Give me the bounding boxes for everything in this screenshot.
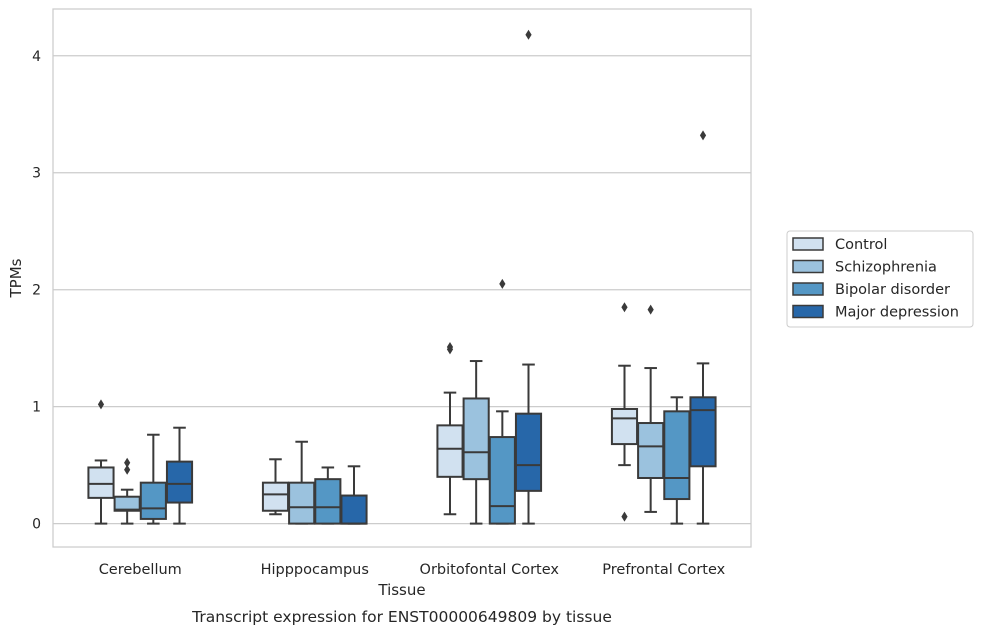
legend-swatch bbox=[792, 237, 824, 251]
legend: Control Schizophrenia Bipolar disorder Majo… bbox=[786, 230, 974, 328]
box-0-0 bbox=[87, 399, 115, 525]
box-body bbox=[113, 495, 141, 512]
box-body bbox=[663, 410, 691, 501]
y-tick-label: 3 bbox=[32, 166, 41, 182]
outlier-point bbox=[647, 304, 654, 315]
legend-swatch bbox=[792, 304, 824, 319]
plot-frame bbox=[52, 8, 752, 548]
box-body bbox=[514, 412, 543, 492]
x-tick-label: Prefrontal Cortex bbox=[602, 562, 725, 578]
box-0-3 bbox=[165, 426, 194, 525]
legend-swatch bbox=[792, 259, 824, 274]
gridlines bbox=[53, 55, 751, 525]
y-axis-label: TPMs bbox=[7, 258, 25, 298]
box-body bbox=[288, 481, 316, 525]
box-1-3 bbox=[340, 465, 368, 525]
legend-frame bbox=[786, 230, 974, 328]
plot-background bbox=[53, 9, 751, 547]
outlier-point bbox=[621, 511, 628, 522]
box-1-2 bbox=[314, 466, 342, 525]
box-3-2 bbox=[663, 396, 691, 525]
box-body bbox=[87, 466, 115, 499]
outlier-point bbox=[621, 302, 628, 313]
box-3-3 bbox=[689, 130, 717, 525]
y-tick-label: 4 bbox=[32, 49, 41, 65]
box-0-1 bbox=[113, 457, 141, 525]
box-body bbox=[462, 397, 490, 481]
box-body bbox=[340, 494, 368, 525]
outlier-point bbox=[446, 342, 454, 353]
outlier-point bbox=[525, 29, 532, 40]
outlier-point bbox=[124, 464, 131, 475]
box-body bbox=[165, 460, 194, 504]
y-tick-label: 2 bbox=[32, 283, 41, 299]
legend-swatch bbox=[792, 282, 824, 296]
legend-label: Bipolar disorder bbox=[835, 282, 950, 298]
y-tick-label: 0 bbox=[32, 517, 41, 533]
box-body bbox=[261, 481, 290, 512]
box-series bbox=[87, 29, 717, 525]
x-tick-label: Orbitofontal Cortex bbox=[420, 562, 560, 578]
x-tick-label: Cerebellum bbox=[99, 562, 182, 578]
x-axis-label: Tissue bbox=[377, 581, 425, 599]
outlier-point bbox=[499, 278, 506, 289]
chart-caption: Transcript expression for ENST0000064980… bbox=[191, 608, 612, 626]
box-body bbox=[610, 407, 639, 446]
box-2-2 bbox=[488, 278, 516, 525]
y-tick-label: 1 bbox=[32, 400, 41, 416]
box-0-2 bbox=[139, 433, 167, 525]
box-body bbox=[689, 396, 717, 468]
box-2-0 bbox=[436, 342, 464, 516]
box-body bbox=[436, 424, 464, 478]
legend-label: Control bbox=[835, 237, 887, 253]
x-tick-label: Hipppocampus bbox=[261, 562, 369, 578]
box-body bbox=[314, 478, 342, 525]
box-body bbox=[637, 422, 665, 479]
outlier-point bbox=[97, 399, 105, 410]
box-body bbox=[488, 436, 516, 525]
outlier-point bbox=[124, 457, 131, 468]
box-3-0 bbox=[610, 302, 639, 522]
box-1-0 bbox=[261, 458, 290, 516]
legend-label: Schizophrenia bbox=[835, 260, 937, 276]
y-tick-labels: 0 1 2 3 4 bbox=[32, 49, 41, 533]
outlier-point bbox=[699, 130, 707, 141]
box-1-1 bbox=[288, 440, 316, 525]
x-tick-labels: Cerebellum Hipppocampus Orbitofontal Corte… bbox=[99, 562, 726, 578]
legend-label: Major depression bbox=[835, 305, 959, 321]
box-2-1 bbox=[462, 360, 490, 525]
box-2-3 bbox=[514, 29, 543, 525]
box-3-1 bbox=[637, 304, 665, 513]
box-body bbox=[139, 481, 167, 520]
